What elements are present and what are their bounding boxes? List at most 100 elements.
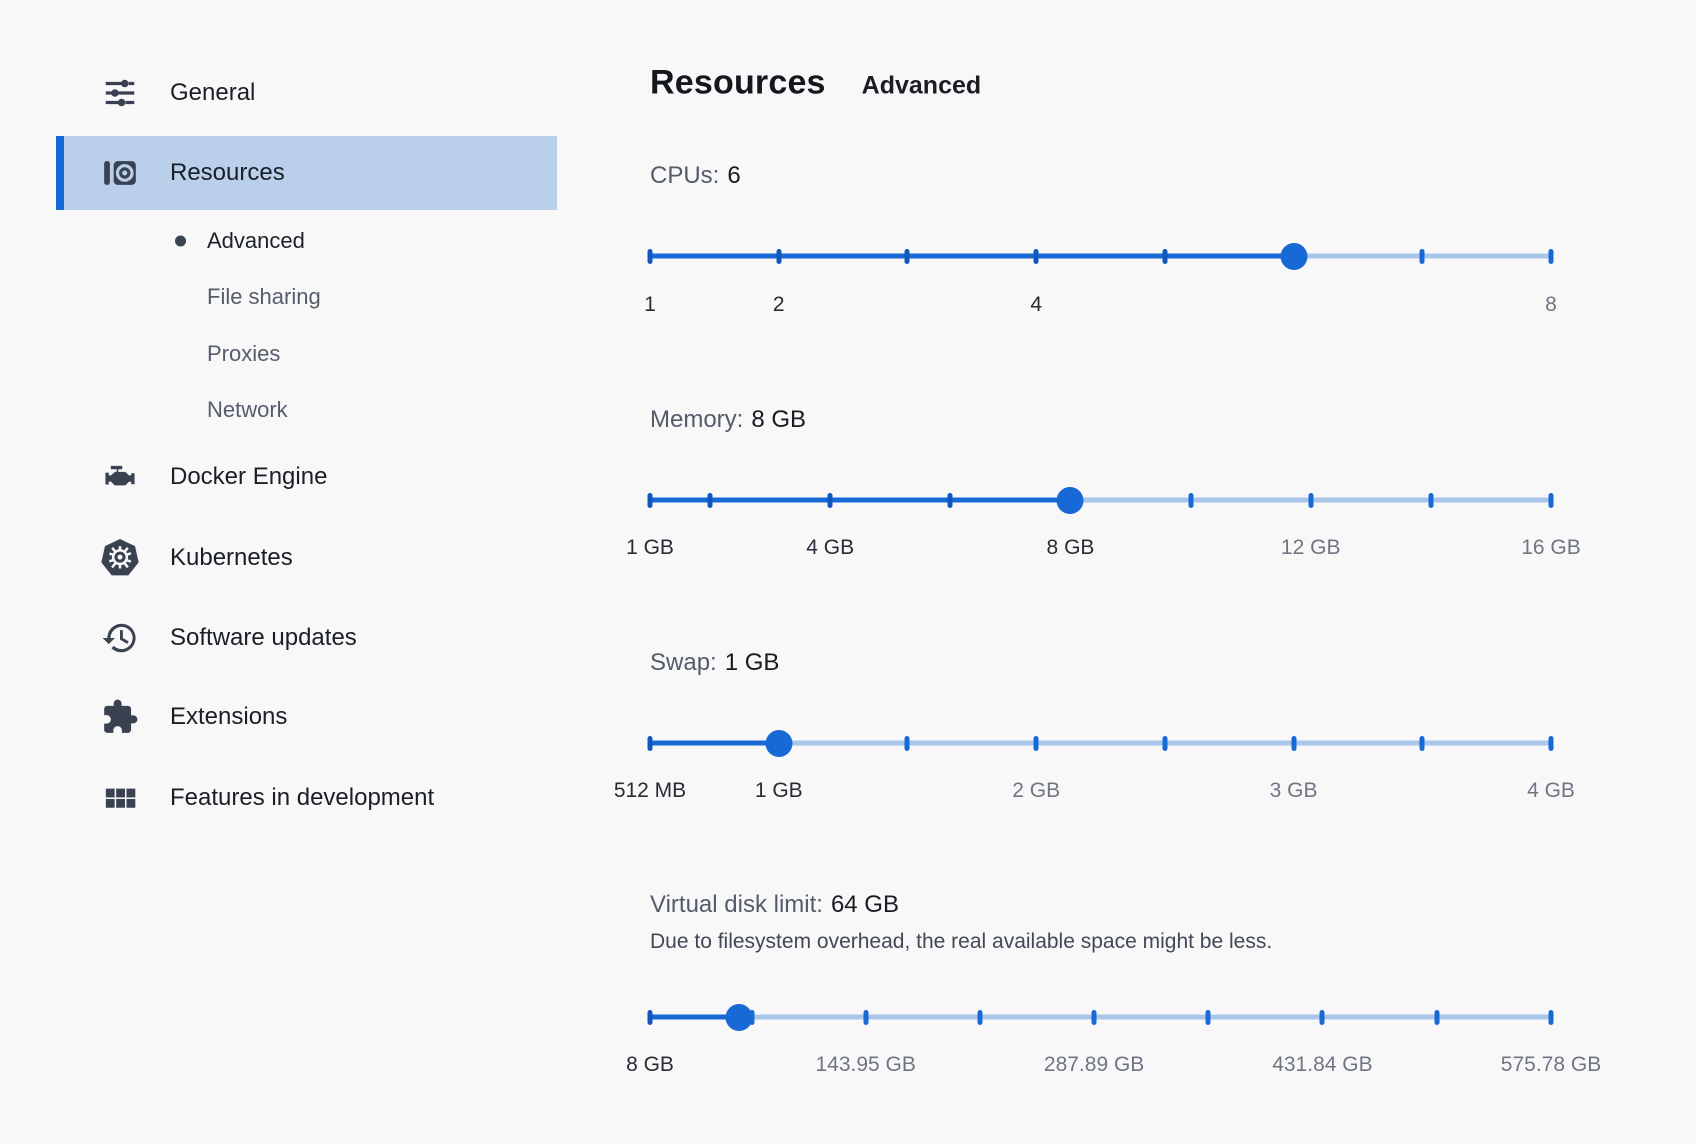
tick-mark (1419, 248, 1425, 264)
cpus-tick-label: 8 (1545, 293, 1557, 316)
swap-tick-label: 3 GB (1269, 779, 1318, 802)
disk-slider-fill (650, 1014, 739, 1020)
disk-tick-label: 431.84 GB (1272, 1053, 1373, 1076)
swap-label: Swap: 1 GB (650, 649, 779, 677)
sidebar-item-features-in-development[interactable]: Features in development (0, 761, 557, 835)
tick-mark (647, 735, 653, 751)
sidebar-item-label: Features in development (170, 784, 435, 811)
page-title: Resources (650, 63, 826, 102)
tick-mark (904, 248, 910, 264)
disk-value: 64 GB (830, 891, 899, 918)
kubernetes-icon (100, 538, 140, 578)
tick-mark (1033, 248, 1039, 264)
grid-icon (100, 778, 140, 818)
sidebar-item-extensions[interactable]: Extensions (0, 680, 557, 754)
sidebar-item-kubernetes[interactable]: Kubernetes (0, 521, 557, 595)
tick-mark (1548, 735, 1554, 751)
page-header: Resources Advanced (650, 64, 981, 103)
disk-label-text: Virtual disk limit: (650, 891, 823, 918)
tick-mark (1162, 735, 1168, 751)
cpus-slider-fill (650, 253, 1294, 259)
tick-mark (1548, 248, 1554, 264)
sidebar-item-label: Software updates (170, 624, 357, 651)
cpus-slider[interactable] (647, 242, 1554, 270)
sidebar-subitem-file-sharing[interactable]: File sharing (0, 273, 557, 321)
tick-mark (904, 735, 910, 751)
sidebar-item-label: File sharing (207, 284, 321, 309)
sidebar-subitem-proxies[interactable]: Proxies (0, 330, 557, 378)
cpus-label-text: CPUs: (650, 162, 720, 189)
disk-tick-label: 287.89 GB (1043, 1053, 1145, 1076)
sidebar-item-resources[interactable]: Resources (0, 136, 557, 210)
sidebar-item-docker-engine[interactable]: Docker Engine (0, 440, 557, 514)
cpus-tick-label: 2 (772, 293, 785, 316)
tick-mark (827, 492, 833, 508)
sidebar-subitem-network[interactable]: Network (0, 386, 557, 434)
tick-mark (1091, 1009, 1097, 1025)
tick-mark (1319, 1009, 1325, 1025)
disk-slider[interactable] (647, 1003, 1554, 1031)
tick-mark (863, 1009, 869, 1025)
sidebar-item-label: Network (207, 397, 288, 422)
memory-slider-thumb[interactable] (1056, 486, 1084, 514)
memory-label-text: Memory: (650, 406, 744, 433)
disk-tick-label: 143.95 GB (815, 1053, 916, 1076)
sidebar-item-label: General (170, 79, 256, 106)
swap-value: 1 GB (724, 649, 780, 676)
sidebar-item-label: Resources (170, 159, 285, 186)
swap-slider-fill (650, 740, 779, 746)
tick-mark (1033, 735, 1039, 751)
tick-mark (647, 248, 653, 264)
tick-mark (776, 248, 782, 264)
tick-mark (947, 492, 953, 508)
tick-mark (1548, 492, 1554, 508)
sidebar-item-software-updates[interactable]: Software updates (0, 601, 557, 675)
cpus-tick-label: 4 (1030, 293, 1042, 316)
sidebar-item-label: Extensions (170, 703, 288, 730)
disk-tick-label: 575.78 GB (1500, 1053, 1602, 1076)
swap-slider-thumb[interactable] (765, 729, 793, 757)
memory-tick-label: 12 GB (1280, 536, 1341, 559)
cpus-tick-label: 1 (644, 293, 656, 316)
memory-tick-label: 8 GB (1046, 536, 1095, 559)
swap-tick-label: 512 MB (613, 779, 687, 802)
tune-icon (100, 73, 140, 113)
tick-mark (1548, 1009, 1554, 1025)
memory-tick-label: 1 GB (626, 536, 674, 559)
cpus-slider-thumb[interactable] (1280, 242, 1308, 270)
memory-value: 8 GB (751, 406, 807, 433)
swap-slider[interactable] (647, 729, 1554, 757)
memory-tick-label: 16 GB (1521, 536, 1581, 559)
swap-tick-label: 4 GB (1527, 779, 1575, 802)
sidebar-subitem-advanced[interactable]: Advanced (0, 217, 557, 265)
tick-mark (1205, 1009, 1211, 1025)
sidebar-item-label: Docker Engine (170, 463, 328, 490)
settings-sidebar: General Resources Advanced File sharing Prox… (0, 0, 557, 1144)
disk-label: Virtual disk limit: 64 GB (650, 891, 899, 919)
tick-mark (1188, 492, 1194, 508)
tick-mark (1419, 735, 1425, 751)
tick-mark (1162, 248, 1168, 264)
memory-slider[interactable] (647, 486, 1554, 514)
cpus-label: CPUs: 6 (650, 162, 741, 190)
tick-mark (1428, 492, 1434, 508)
swap-tick-label: 2 GB (1012, 779, 1061, 802)
memory-slider-fill (650, 497, 1071, 503)
tick-mark (1308, 492, 1314, 508)
cpus-value: 6 (727, 162, 741, 189)
disk-tick-label: 8 GB (626, 1053, 674, 1076)
sidebar-item-general[interactable]: General (0, 56, 557, 130)
swap-tick-label: 1 GB (754, 779, 803, 802)
docker-engine-icon (100, 457, 140, 497)
tick-mark (977, 1009, 983, 1025)
tick-mark (1434, 1009, 1440, 1025)
sidebar-item-label: Proxies (207, 341, 281, 366)
disk-slider-thumb[interactable] (725, 1003, 753, 1031)
memory-label: Memory: 8 GB (650, 406, 806, 434)
tick-mark (647, 492, 653, 508)
puzzle-icon (100, 697, 140, 737)
active-subitem-bullet (175, 235, 186, 247)
sidebar-item-label: Advanced (207, 228, 305, 253)
disk-note: Due to filesystem overhead, the real ava… (650, 930, 1273, 953)
